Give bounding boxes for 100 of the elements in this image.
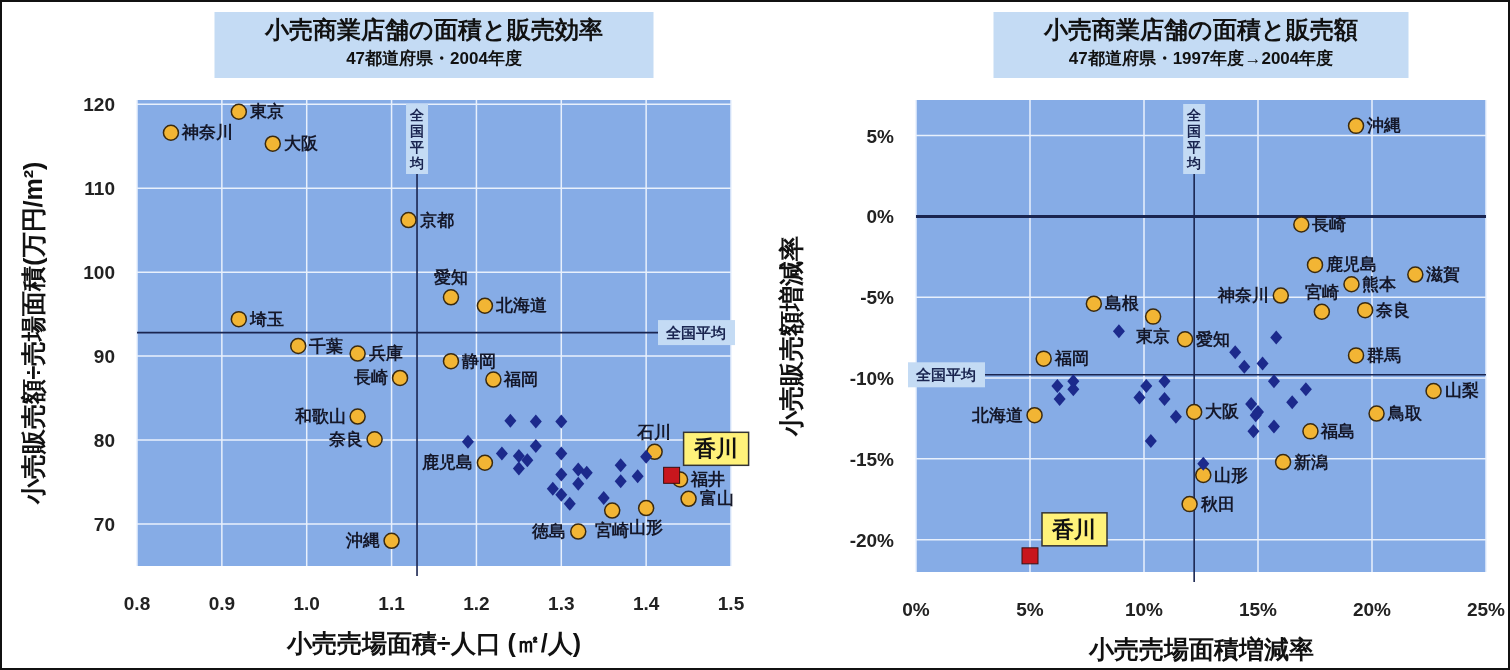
annotation: 東京 xyxy=(248,102,284,122)
point xyxy=(1026,406,1043,424)
annotation: 愛知 xyxy=(1196,329,1231,349)
series-label: 香川 xyxy=(1051,516,1096,542)
point xyxy=(495,446,508,461)
point xyxy=(485,371,502,388)
annotation: 新潟 xyxy=(1293,452,1329,472)
ref-line-label: 全国平均 xyxy=(409,107,426,171)
x-tick-label: 1.0 xyxy=(293,593,320,614)
point xyxy=(391,369,409,387)
annotation: 福島 xyxy=(1320,421,1356,441)
point xyxy=(349,408,366,425)
point xyxy=(580,465,593,480)
annotation: 長崎 xyxy=(353,368,389,388)
point xyxy=(1407,266,1424,283)
annotation: 熊本 xyxy=(1362,274,1398,294)
point xyxy=(1302,423,1319,440)
y-tick-label: -10% xyxy=(849,368,895,390)
y-tick-label: 120 xyxy=(83,94,115,116)
point xyxy=(572,476,585,491)
point xyxy=(1270,330,1283,345)
y-axis-title: 小売販売額÷売場面積(万円/m²) xyxy=(19,161,47,506)
annotation: 石川 xyxy=(636,422,672,442)
point xyxy=(264,135,282,152)
point xyxy=(637,499,655,517)
point xyxy=(1425,382,1442,400)
annotation: 山形 xyxy=(629,518,664,538)
point xyxy=(1274,453,1292,471)
x-tick-label: 10% xyxy=(1124,599,1164,620)
point xyxy=(349,345,366,362)
x-tick-label: 1.3 xyxy=(548,593,575,614)
point xyxy=(1256,356,1269,371)
y-tick-label: 80 xyxy=(93,430,115,452)
point xyxy=(230,310,248,328)
point xyxy=(1343,276,1360,293)
annotation: 福岡 xyxy=(503,370,539,390)
point xyxy=(529,414,542,429)
series-label: 香川 xyxy=(692,436,738,462)
point xyxy=(555,414,568,429)
x-tick-label: 5% xyxy=(1016,599,1044,620)
annotation: 島根 xyxy=(1104,294,1140,314)
point xyxy=(1112,324,1125,339)
annotation: 千葉 xyxy=(308,336,344,356)
point xyxy=(1140,379,1153,394)
y-tick-label: 5% xyxy=(866,125,895,147)
annotation: 福岡 xyxy=(1053,349,1089,369)
annotation: 山形 xyxy=(1214,465,1249,485)
annotation: 奈良 xyxy=(1375,300,1411,320)
point xyxy=(631,469,644,484)
point xyxy=(555,487,568,502)
point xyxy=(1176,330,1194,348)
point xyxy=(1368,405,1385,422)
point xyxy=(1267,374,1280,389)
annotation: 神奈川 xyxy=(180,123,233,143)
point xyxy=(1185,403,1203,421)
point xyxy=(442,352,460,370)
annotation: 大阪 xyxy=(1205,402,1241,422)
point xyxy=(442,289,460,306)
point xyxy=(366,430,383,448)
annotation: 鹿児島 xyxy=(1325,255,1377,275)
point xyxy=(1197,456,1210,471)
annotation: 大阪 xyxy=(283,134,319,154)
point xyxy=(1247,424,1260,439)
annotation: 滋賀 xyxy=(1425,265,1461,285)
y-tick-label: 110 xyxy=(84,178,115,200)
point xyxy=(1053,392,1066,407)
point xyxy=(680,490,697,508)
x-tick-label: 0.9 xyxy=(208,593,236,614)
ref-line-label: 全国平均 xyxy=(665,324,726,342)
point xyxy=(1195,466,1212,484)
point xyxy=(1144,434,1157,449)
point xyxy=(640,449,653,464)
chart-subtitle: 47都道府県・2004年度 xyxy=(346,49,522,68)
point xyxy=(570,523,587,540)
annotation: 沖縄 xyxy=(344,531,380,551)
annotation: 兵庫 xyxy=(367,344,403,364)
point xyxy=(162,124,180,141)
annotation: 宮崎 xyxy=(595,520,630,540)
point xyxy=(512,449,525,464)
chart-title: 小売商業店舗の面積と販売効率 xyxy=(264,16,603,43)
point xyxy=(476,297,494,314)
point xyxy=(1306,256,1324,274)
x-tick-label: 1.5 xyxy=(717,593,745,614)
point xyxy=(1238,359,1251,374)
point xyxy=(1249,408,1262,423)
point xyxy=(1299,382,1312,397)
point xyxy=(563,496,576,511)
annotation: 山梨 xyxy=(1444,381,1479,401)
y-axis-title: 小売販売額増減率 xyxy=(777,236,805,437)
point xyxy=(555,446,568,461)
point xyxy=(572,462,585,477)
point xyxy=(1313,303,1331,320)
x-axis-title: 小売売場面積÷人口 (㎡/人) xyxy=(285,629,582,657)
point xyxy=(512,461,525,476)
point xyxy=(476,454,494,471)
point xyxy=(461,434,474,449)
point xyxy=(1286,395,1299,410)
y-tick-label: -15% xyxy=(849,448,895,470)
x-tick-label: 0.8 xyxy=(123,593,151,614)
annotation: 群馬 xyxy=(1366,345,1402,365)
